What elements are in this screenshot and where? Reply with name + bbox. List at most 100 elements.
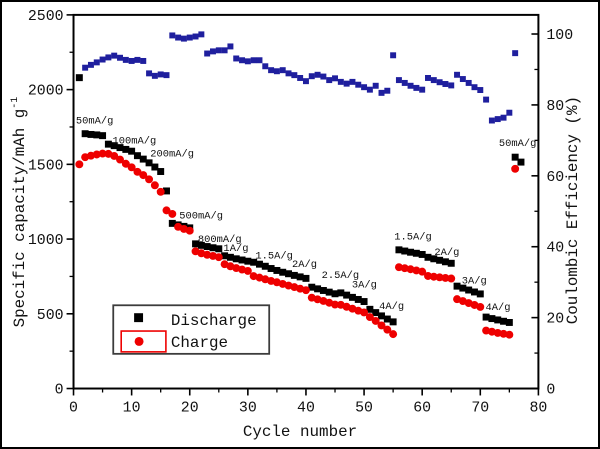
efficiency-point [512, 50, 519, 57]
discharge-point [279, 268, 287, 276]
efficiency-point [297, 74, 304, 81]
charge-point [365, 313, 374, 322]
y-axis-left-title-superscript: -1 [9, 97, 20, 109]
x-axis-title: Cycle number [243, 423, 357, 441]
series-discharge [75, 74, 525, 326]
charge-point [110, 152, 119, 160]
rate-annotation: 1.5A/g [255, 250, 293, 262]
discharge-point [383, 315, 391, 323]
efficiency-point [163, 72, 170, 79]
series-charge [75, 149, 520, 339]
discharge-point [343, 291, 351, 299]
discharge-point [331, 290, 339, 298]
efficiency-point [500, 114, 507, 121]
discharge-point [459, 284, 467, 292]
efficiency-point [273, 68, 280, 75]
charge-point [441, 273, 450, 282]
efficiency-point [372, 82, 379, 89]
discharge-point [145, 159, 153, 167]
x-tick-label: 30 [239, 400, 257, 416]
charge-point [127, 163, 136, 172]
y-left-tick-label: 2000 [28, 84, 64, 100]
rate-annotation: 2A/g [434, 247, 459, 259]
charge-point [243, 266, 252, 275]
discharge-point [168, 219, 176, 227]
legend: Discharge Charge [112, 304, 271, 355]
discharge-point [261, 262, 269, 270]
efficiency-point [256, 57, 263, 64]
charge-point [499, 329, 508, 338]
discharge-point [151, 163, 159, 171]
rate-annotation: 50mA/g [499, 138, 537, 150]
efficiency-point [204, 50, 211, 57]
efficiency-point [430, 77, 437, 84]
discharge-point [273, 266, 281, 274]
discharge-point [488, 315, 496, 323]
discharge-point [110, 142, 118, 150]
efficiency-point [169, 32, 176, 39]
rate-annotation: 500mA/g [179, 210, 223, 222]
charge-point [377, 321, 386, 330]
y-left-tick-label: 1000 [28, 233, 64, 249]
discharge-point [348, 293, 356, 301]
rate-annotation: 800mA/g [198, 234, 242, 246]
efficiency-point [262, 63, 269, 70]
x-tick-label: 0 [69, 400, 78, 416]
efficiency-point [454, 71, 461, 78]
discharge-point [308, 283, 316, 291]
efficiency-point [314, 71, 321, 78]
efficiency-point [122, 56, 129, 63]
rate-annotation: 1A/g [223, 243, 248, 255]
discharge-point [441, 258, 449, 266]
y-right-tick-label: 60 [546, 170, 564, 186]
y-axis-right-title: Coulombic Efficiency (%) [564, 96, 582, 324]
efficiency-point [442, 81, 449, 87]
discharge-point [232, 255, 240, 263]
discharge-point [453, 282, 461, 290]
x-tick-label: 80 [529, 400, 547, 416]
efficiency-point [384, 87, 391, 94]
discharge-point [221, 252, 229, 260]
efficiency-point [180, 35, 187, 42]
discharge-point [436, 256, 444, 264]
x-tick-label: 60 [413, 400, 431, 416]
efficiency-point [244, 58, 251, 65]
discharge-point [93, 131, 101, 139]
discharge-point [302, 274, 310, 282]
efficiency-point [343, 80, 350, 87]
discharge-point [192, 240, 200, 248]
legend-discharge-label: Discharge [171, 312, 257, 330]
charge-point [156, 187, 165, 196]
discharge-point [430, 255, 438, 263]
efficiency-point [349, 78, 356, 85]
y-left-tick-label: 1500 [28, 158, 64, 174]
charge-point [150, 181, 159, 190]
x-tick-label: 50 [355, 400, 373, 416]
discharge-point [104, 140, 112, 148]
efficiency-point [448, 82, 455, 89]
discharge-point [494, 316, 502, 324]
efficiency-point [233, 55, 240, 62]
rate-annotation: 1.5A/g [394, 232, 432, 244]
discharge-point [209, 244, 217, 252]
charge-point [505, 330, 514, 339]
discharge-point [389, 318, 397, 326]
efficiency-point [401, 79, 408, 86]
efficiency-point [308, 73, 315, 80]
efficiency-point [105, 54, 112, 61]
legend-discharge-marker-icon [134, 313, 144, 323]
efficiency-point [302, 78, 309, 85]
charge-point [424, 272, 432, 280]
efficiency-point [419, 86, 426, 93]
charge-point [476, 302, 485, 311]
efficiency-point [99, 56, 106, 63]
efficiency-point [337, 78, 344, 85]
y-axis-left: 0 500 1000 1500 2000 2500 [28, 9, 74, 398]
discharge-point [418, 250, 426, 258]
rate-annotation: 4A/g [486, 302, 511, 314]
charge-point [360, 308, 369, 317]
efficiency-point [425, 74, 431, 81]
charge-point [145, 175, 154, 184]
efficiency-point [111, 52, 118, 59]
